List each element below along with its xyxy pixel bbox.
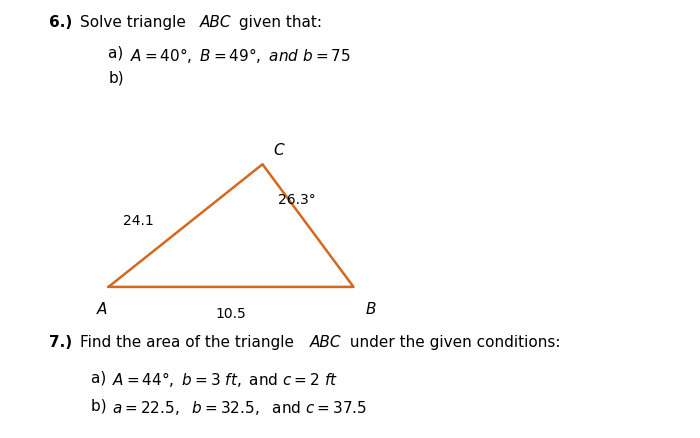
Text: 7.): 7.): [49, 335, 72, 350]
Text: ABC: ABC: [199, 15, 231, 30]
Text: 26.3°: 26.3°: [278, 193, 316, 207]
Text: C: C: [273, 143, 284, 158]
Text: $A = 44°,\ b = 3\ \mathit{ft},\ \mathrm{and}\ c = 2\ \mathit{ft}$: $A = 44°,\ b = 3\ \mathit{ft},\ \mathrm{…: [112, 370, 338, 389]
Text: 24.1: 24.1: [123, 214, 154, 228]
Text: a): a): [108, 46, 129, 61]
Text: b): b): [108, 70, 124, 85]
Text: A: A: [97, 302, 106, 317]
Text: b): b): [91, 399, 111, 413]
Text: ABC: ABC: [310, 335, 342, 350]
Text: $A = 40°,\ B = 49°,\ \mathit{and}\ b = 75$: $A = 40°,\ B = 49°,\ \mathit{and}\ b = 7…: [130, 46, 350, 65]
Text: under the given conditions:: under the given conditions:: [345, 335, 561, 350]
Text: a): a): [91, 370, 111, 385]
Text: given that:: given that:: [234, 15, 323, 30]
Text: 6.): 6.): [49, 15, 72, 30]
Text: $a = 22.5,\ \ b = 32.5,\ \ \mathrm{and}\ c = 37.5$: $a = 22.5,\ \ b = 32.5,\ \ \mathrm{and}\…: [112, 399, 367, 417]
Text: Solve triangle: Solve triangle: [80, 15, 191, 30]
Text: Find the area of the triangle: Find the area of the triangle: [80, 335, 300, 350]
Text: B: B: [365, 302, 377, 317]
Text: 10.5: 10.5: [216, 307, 246, 321]
